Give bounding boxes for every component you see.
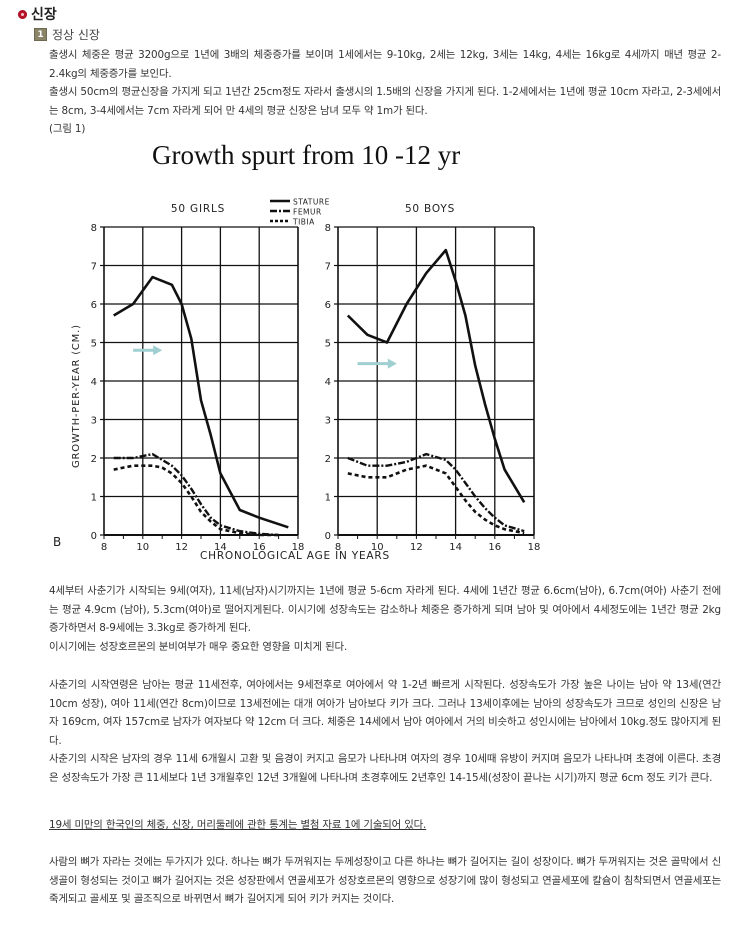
y-tick-label: 3 [325,416,331,427]
number-badge-icon: 1 [34,27,47,41]
panel-title: 50 BOYS [405,203,455,215]
y-tick-label: 8 [91,223,97,234]
y-tick-label: 4 [325,377,331,388]
series-stature [113,275,289,529]
legend-label: FEMUR [293,208,322,217]
x-tick-label: 10 [136,542,149,553]
y-tick-label: 2 [91,454,97,465]
legend-label: TIBIA [292,218,315,227]
y-tick-label: 3 [91,416,97,427]
subsection-title: 정상 신장 [52,27,100,42]
section-header: 신장 [18,4,57,24]
paragraph-birth-weight: 출생시 체중은 평균 3200g으로 1년에 3배의 체중증가를 보이며 1세에… [49,49,721,80]
statistics-link[interactable]: 19세 미만의 한국인의 체중, 신장, 머리둘레에 관한 통계는 별첨 자료 … [49,819,427,831]
x-tick-label: 8 [101,542,107,553]
paragraph-birth-height: 출생시 50cm의 평균신장을 가지게 되고 1년간 25cm정도 자라서 출생… [49,86,721,117]
paragraph-puberty-signs: 사춘기의 시작은 남자의 경우 11세 6개월시 고환 및 음경이 커지고 음모… [49,753,721,784]
y-tick-label: 2 [325,454,331,465]
y-axis-label: GROWTH-PER-YEAR (CM.) [71,324,82,468]
arrow-head-icon [153,345,163,356]
y-tick-label: 4 [91,377,97,388]
y-tick-label: 5 [91,339,97,350]
series-femur [113,452,279,537]
x-tick-label: 14 [214,542,227,553]
y-tick-label: 6 [91,300,97,311]
x-axis-label: CHRONOLOGICAL AGE IN YEARS [200,550,390,562]
panel-letter: B [53,535,61,549]
section-title: 신장 [31,7,57,23]
y-tick-label: 7 [325,262,331,273]
paragraph-puberty-onset: 사춘기의 시작연령은 남아는 평균 11세전후, 여아에서는 9세전후로 여아에… [49,679,721,747]
chart-title: Growth spurt from 10 -12 yr [152,140,461,170]
y-tick-label: 1 [91,493,97,504]
y-tick-label: 0 [91,531,97,542]
series-stature [346,248,526,503]
x-tick-label: 10 [371,542,384,553]
x-tick-label: 12 [175,542,188,553]
x-tick-label: 16 [253,542,266,553]
series-femur [347,452,525,533]
figure-reference: (그림 1) [49,123,86,135]
series-tibia [347,464,525,535]
x-tick-label: 12 [410,542,423,553]
subsection-header: 1 정상 신장 [34,26,100,42]
x-tick-label: 8 [335,542,341,553]
arrow-head-icon [387,358,397,369]
x-tick-label: 14 [449,542,462,553]
y-tick-label: 1 [325,493,331,504]
panel-title: 50 GIRLS [171,203,225,215]
legend-label: STATURE [293,198,330,207]
chart-axis-labels: CHRONOLOGICAL AGE IN YEARS GROWTH-PER-YEA… [53,324,390,562]
paragraph-growth-hormone: 이시기에는 성장호르몬의 분비여부가 매우 중요한 영향을 미치게 된다. [49,641,348,653]
x-tick-label: 16 [488,542,501,553]
paragraph-bone-growth: 사람의 뼈가 자라는 것에는 두가지가 있다. 하나는 뼈가 두꺼워지는 두께성… [49,856,721,906]
y-tick-label: 5 [325,339,331,350]
y-tick-label: 6 [325,300,331,311]
x-tick-label: 18 [292,542,305,553]
growth-chart-figure: Growth spurt from 10 -12 yr STATURE FEMUR… [48,138,568,568]
y-tick-label: 0 [325,531,331,542]
x-tick-label: 18 [528,542,541,553]
y-tick-label: 7 [91,262,97,273]
bullet-icon [18,9,27,19]
series-tibia [113,464,279,537]
y-tick-label: 8 [325,223,331,234]
paragraph-prepuberty: 4세부터 사춘기가 시작되는 9세(여자), 11세(남자)시기까지는 1년에 … [49,585,721,635]
